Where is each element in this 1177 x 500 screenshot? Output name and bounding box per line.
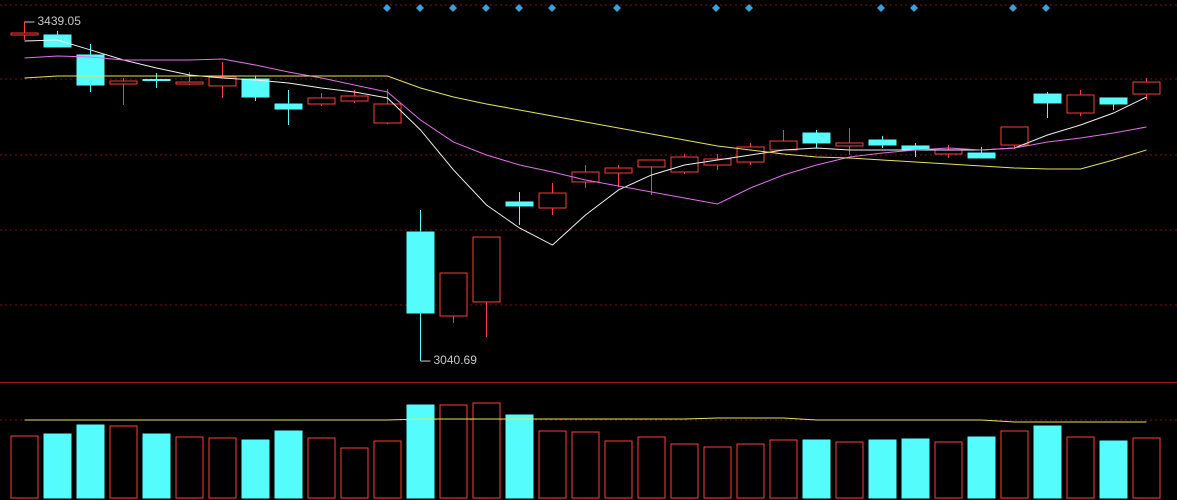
candle-body	[868, 139, 897, 146]
event-marker	[482, 4, 490, 12]
event-marker	[1042, 4, 1050, 12]
event-marker	[449, 4, 457, 12]
candle-body	[769, 140, 798, 151]
candle-body	[1000, 126, 1029, 146]
candle-body	[274, 103, 303, 110]
volume-bar	[241, 439, 270, 499]
candle-body	[307, 97, 336, 105]
volume-bar	[868, 439, 897, 499]
volume-bar	[934, 441, 963, 499]
volume-bar	[373, 440, 402, 499]
volume-average	[24, 417, 1147, 423]
candle-body	[373, 103, 402, 124]
volume-bar	[43, 433, 72, 499]
candle-body	[109, 80, 138, 85]
candle-body	[637, 159, 666, 168]
volume-bar	[1132, 437, 1161, 499]
volume-bar	[142, 433, 171, 499]
volume-bar	[1099, 440, 1128, 499]
volume-bar	[637, 436, 666, 499]
volume-bar	[505, 414, 534, 499]
volume-bar	[604, 440, 633, 499]
candle-body	[835, 142, 864, 147]
volume-bar	[307, 437, 336, 499]
volume-bar	[835, 441, 864, 499]
event-marker	[515, 4, 523, 12]
candle-body	[472, 236, 501, 303]
candle-body	[142, 78, 171, 82]
volume-bar	[109, 425, 138, 499]
event-marker	[877, 4, 885, 12]
event-marker	[712, 4, 720, 12]
volume-bar	[1000, 430, 1029, 499]
volume-bar	[571, 431, 600, 499]
volume-bar	[439, 404, 468, 499]
volume-bar	[1066, 436, 1095, 499]
volume-bar	[340, 447, 369, 499]
high-label: 3439.05	[38, 14, 82, 28]
event-markers	[383, 4, 1050, 12]
candle-body	[76, 54, 105, 86]
candle-body	[406, 231, 435, 314]
event-marker	[613, 4, 621, 12]
volume-bar	[967, 436, 996, 499]
event-marker	[383, 4, 391, 12]
volume-bar	[175, 436, 204, 499]
volume-bar	[670, 443, 699, 499]
candle-body	[1099, 97, 1128, 105]
candle-body	[604, 167, 633, 174]
candle-body	[1033, 93, 1062, 104]
candle-body	[43, 34, 72, 48]
candle-body	[505, 201, 534, 207]
volume-bar	[703, 446, 732, 499]
volume-bar	[208, 437, 237, 499]
low-label: 3040.69	[434, 353, 478, 367]
volume-bar	[901, 438, 930, 499]
volume-bar	[802, 439, 831, 499]
moving-average	[24, 39, 1147, 246]
event-marker	[910, 4, 918, 12]
candle-body	[340, 95, 369, 102]
volume-bar	[1033, 425, 1062, 499]
candle-body	[934, 149, 963, 155]
candle-body	[1066, 94, 1095, 114]
volume-bar	[10, 435, 39, 499]
event-marker	[745, 4, 753, 12]
candle-body	[241, 78, 270, 98]
volume-bar	[538, 430, 567, 499]
volume-bar	[406, 404, 435, 499]
candle-body	[439, 272, 468, 317]
candle-body	[208, 76, 237, 87]
candle-body	[967, 152, 996, 159]
candle-body	[175, 81, 204, 85]
event-marker	[1009, 4, 1017, 12]
volume-bar	[76, 424, 105, 499]
volume-bar	[274, 430, 303, 499]
candle-body	[1132, 81, 1161, 95]
candle-body	[10, 32, 39, 36]
moving-average	[24, 75, 1147, 170]
moving-average	[24, 55, 1147, 205]
candle-body	[538, 192, 567, 209]
event-marker	[548, 4, 556, 12]
volume-bar	[769, 439, 798, 499]
volume-bar	[472, 402, 501, 499]
volume-bar	[736, 443, 765, 499]
event-marker	[416, 4, 424, 12]
candle-body	[670, 156, 699, 173]
candle-body	[802, 132, 831, 144]
